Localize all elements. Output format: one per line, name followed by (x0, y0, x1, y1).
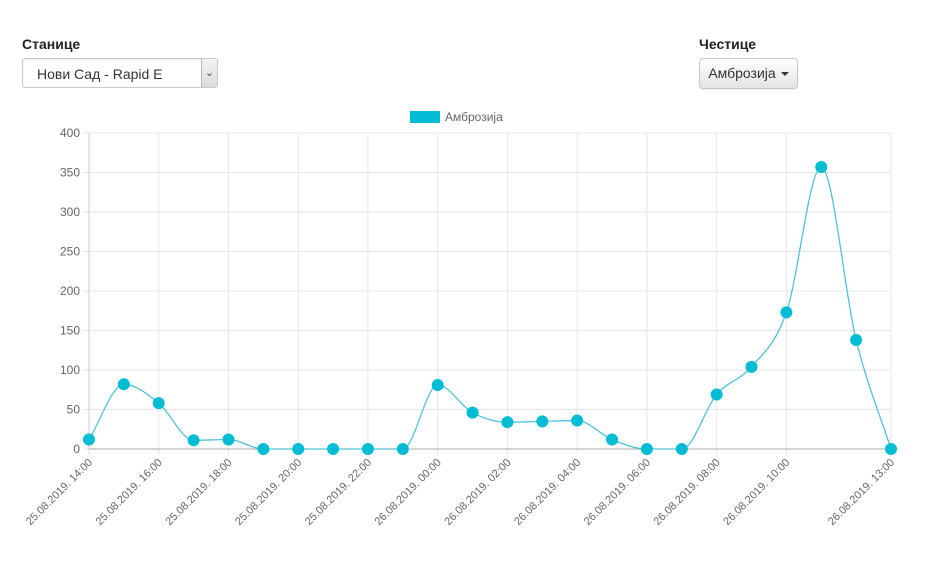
x-tick-label: 25.08.2019. 18:00 (163, 457, 234, 528)
data-point[interactable] (466, 406, 479, 419)
data-point[interactable] (640, 443, 653, 455)
y-tick-label: 400 (60, 126, 80, 140)
data-point[interactable] (222, 433, 235, 446)
data-point[interactable] (501, 416, 514, 429)
chart-series (83, 160, 897, 455)
y-tick-label: 100 (60, 363, 80, 377)
data-point[interactable] (710, 388, 723, 401)
caret-down-icon (780, 72, 789, 77)
station-select-value: Нови Сад - Rapid E (37, 66, 163, 82)
chevron-down-icon[interactable]: ⌄ (201, 59, 217, 87)
station-select[interactable]: Нови Сад - Rapid E ⌄ (22, 58, 218, 88)
y-tick-label: 250 (60, 245, 80, 259)
data-point[interactable] (431, 379, 444, 392)
x-tick-label: 26.08.2019. 04:00 (512, 457, 583, 528)
data-point[interactable] (292, 443, 305, 455)
x-tick-label: 26.08.2019. 13:00 (826, 457, 897, 528)
data-point[interactable] (885, 443, 897, 455)
x-tick-label: 26.08.2019. 00:00 (373, 457, 444, 528)
particle-dropdown-button[interactable]: Амброзија (699, 58, 798, 89)
data-point[interactable] (187, 434, 200, 447)
legend-swatch (410, 111, 440, 123)
data-point[interactable] (83, 433, 95, 446)
chart-grid (83, 132, 892, 455)
data-point[interactable] (745, 360, 758, 373)
data-point[interactable] (152, 397, 165, 410)
y-tick-label: 300 (60, 205, 80, 219)
data-point[interactable] (327, 443, 340, 455)
x-tick-label: 26.08.2019. 10:00 (721, 457, 792, 528)
data-point[interactable] (850, 333, 863, 346)
data-point[interactable] (571, 414, 584, 427)
stations-label: Станице (22, 36, 81, 52)
y-tick-label: 150 (60, 324, 80, 338)
y-tick-label: 200 (60, 284, 80, 298)
x-tick-label: 26.08.2019. 06:00 (582, 457, 653, 528)
x-tick-label: 25.08.2019. 14:00 (24, 457, 95, 528)
particle-dropdown-label: Амброзија (708, 65, 776, 81)
data-point[interactable] (361, 443, 374, 455)
data-point[interactable] (675, 443, 688, 455)
x-tick-label: 26.08.2019. 08:00 (652, 457, 723, 528)
y-tick-label: 350 (60, 166, 80, 180)
x-tick-label: 25.08.2019. 20:00 (233, 457, 304, 528)
legend-label: Амброзија (445, 110, 503, 124)
data-point[interactable] (396, 443, 409, 455)
data-point[interactable] (536, 415, 549, 428)
x-tick-label: 25.08.2019. 16:00 (94, 457, 165, 528)
chart-legend: Амброзија (410, 110, 503, 124)
x-tick-label: 25.08.2019. 22:00 (303, 457, 374, 528)
data-point[interactable] (257, 443, 270, 455)
x-tick-label: 26.08.2019. 02:00 (442, 457, 513, 528)
data-point[interactable] (117, 378, 130, 391)
data-point[interactable] (780, 306, 793, 319)
data-point[interactable] (606, 433, 619, 446)
particles-label: Честице (699, 36, 757, 52)
y-tick-label: 50 (67, 403, 81, 417)
data-point[interactable] (815, 160, 828, 173)
chart-axes: 0 50 100 150 200 250 300 350 400 25.08.2019. 14:0… (24, 126, 897, 528)
series-line (88, 166, 892, 450)
y-tick-label: 0 (73, 442, 80, 456)
